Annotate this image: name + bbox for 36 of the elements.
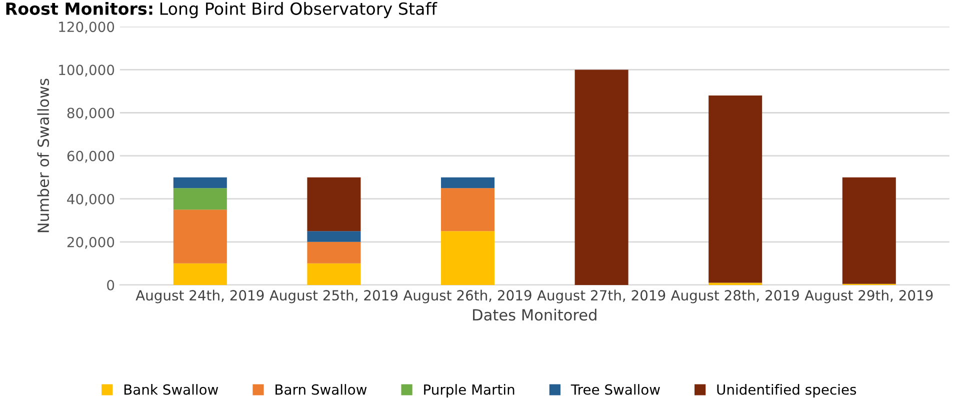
bar [173, 188, 227, 210]
bar [173, 177, 227, 188]
x-axis-title: Dates Monitored [473, 308, 596, 321]
bar [440, 177, 495, 188]
legend-label: Barn Swallow [276, 384, 367, 395]
bar [842, 177, 896, 284]
x-tick-label: August 24th, 2019 [136, 290, 264, 304]
legend-label: Purple Martin [424, 384, 514, 398]
y-tick-label: 80,000 [67, 108, 114, 120]
bar [440, 188, 495, 232]
bar [307, 177, 361, 232]
y-tick-label: 40,000 [67, 194, 114, 206]
y-axis-title: Number of Swallows [37, 78, 50, 232]
text: Roost Monitors: [6, 2, 152, 15]
y-tick-label: 20,000 [67, 236, 114, 249]
legend-label: Bank Swallow [124, 384, 218, 395]
text: Long Point Bird Observatory Staff [160, 2, 438, 18]
x-tick-label: August 26th, 2019 [403, 290, 532, 304]
y-tick-label: 0 [107, 280, 114, 290]
bar [173, 210, 227, 264]
x-tick-label: August 25th, 2019 [270, 290, 398, 304]
x-tick-label: August 27th, 2019 [537, 290, 666, 304]
y-tick-label: 120,000 [59, 22, 114, 34]
y-tick-label: 100,000 [59, 64, 114, 77]
bar [440, 231, 495, 285]
bar [574, 70, 628, 285]
x-tick-label: August 29th, 2019 [804, 290, 933, 304]
legend-label: Unidentified species [717, 384, 856, 398]
y-tick-label: 60,000 [67, 150, 114, 163]
bar [307, 263, 361, 285]
bar [708, 96, 762, 283]
x-tick-label: August 28th, 2019 [670, 290, 799, 304]
bar [307, 231, 361, 242]
bar [307, 242, 361, 264]
legend-label: Tree Swallow [570, 384, 660, 395]
bar [173, 263, 227, 285]
